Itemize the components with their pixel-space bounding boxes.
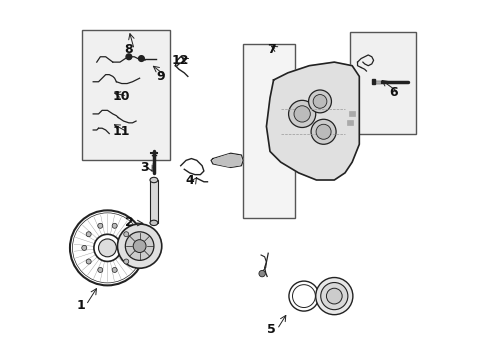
Text: 2: 2	[124, 216, 133, 229]
Polygon shape	[211, 153, 243, 167]
Text: 5: 5	[268, 323, 276, 336]
Text: 4: 4	[185, 174, 194, 186]
Circle shape	[112, 223, 117, 228]
Bar	[350, 32, 416, 134]
Circle shape	[126, 54, 132, 60]
Text: 8: 8	[124, 43, 133, 56]
Circle shape	[311, 119, 336, 144]
Circle shape	[289, 100, 316, 127]
Circle shape	[133, 240, 146, 252]
Text: 9: 9	[157, 70, 165, 83]
Circle shape	[118, 224, 162, 268]
Polygon shape	[267, 62, 359, 180]
Bar	[372, 79, 375, 84]
Circle shape	[98, 267, 103, 273]
Circle shape	[326, 288, 342, 304]
Circle shape	[294, 106, 310, 122]
Circle shape	[98, 223, 103, 228]
Bar	[150, 180, 158, 223]
Circle shape	[86, 232, 91, 237]
Circle shape	[112, 267, 117, 273]
Text: 6: 6	[389, 86, 397, 99]
Circle shape	[259, 270, 266, 277]
Circle shape	[316, 278, 353, 315]
Circle shape	[124, 259, 129, 264]
Circle shape	[128, 246, 133, 250]
Bar	[348, 111, 355, 116]
Circle shape	[86, 259, 91, 264]
Bar	[243, 44, 295, 217]
Circle shape	[82, 246, 87, 250]
Circle shape	[139, 56, 144, 62]
Bar	[347, 120, 353, 125]
Circle shape	[321, 283, 348, 310]
Text: 10: 10	[113, 90, 130, 103]
Ellipse shape	[150, 177, 158, 183]
Circle shape	[124, 232, 129, 237]
Circle shape	[125, 232, 154, 260]
Polygon shape	[214, 155, 241, 166]
Text: 7: 7	[268, 43, 276, 56]
Bar	[82, 30, 170, 160]
Text: 3: 3	[141, 161, 149, 174]
Circle shape	[316, 124, 331, 139]
Text: 11: 11	[113, 125, 130, 138]
Circle shape	[309, 90, 331, 113]
Circle shape	[98, 239, 117, 257]
Circle shape	[313, 95, 327, 108]
Ellipse shape	[150, 220, 158, 226]
Text: 12: 12	[172, 54, 190, 67]
Text: 1: 1	[76, 298, 85, 311]
